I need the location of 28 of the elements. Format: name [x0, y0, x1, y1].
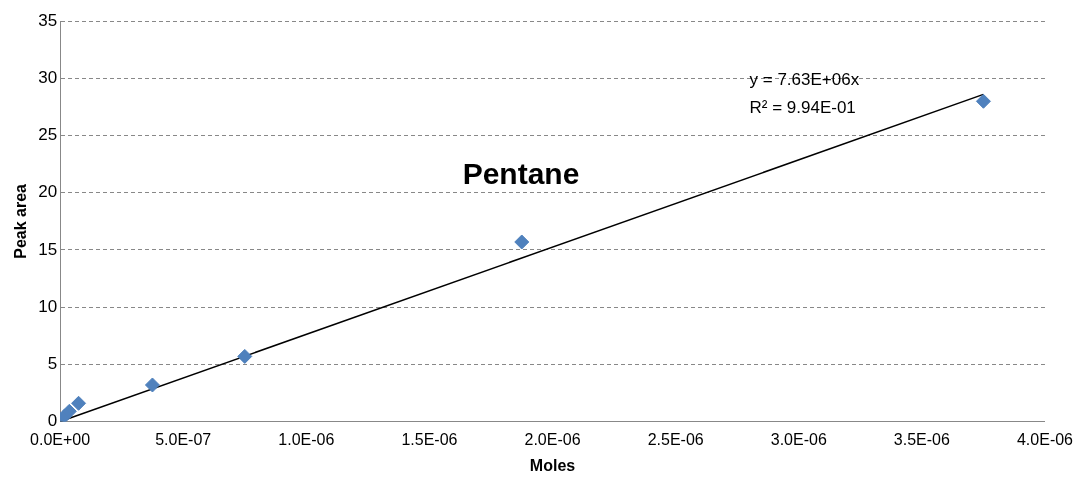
x-tick-label: 3.0E-06	[770, 430, 827, 448]
y-tick-label: 15	[38, 239, 58, 259]
y-tick-label: 30	[38, 68, 58, 88]
y-tick-label: 10	[38, 296, 58, 316]
y-tick-label: 35	[38, 10, 58, 30]
x-axis-title: Moles	[529, 456, 576, 474]
y-axis-title: Peak area	[12, 183, 30, 259]
y-tick-label: 20	[38, 182, 58, 202]
x-tick-label: 1.5E-06	[401, 430, 458, 448]
point	[61, 403, 77, 419]
x-tick-label: 3.5E-06	[893, 430, 950, 448]
text: Pentane	[462, 156, 580, 190]
point	[237, 348, 253, 364]
point	[975, 93, 991, 109]
x-tick-label: 1.0E-06	[278, 430, 335, 448]
point	[514, 234, 530, 250]
annotation: y = 7.63E+06x	[749, 70, 860, 90]
y-tick-label: 5	[47, 354, 58, 374]
x-tick-label: 5.0E-07	[155, 430, 212, 448]
x-tick-label: 2.0E-06	[524, 430, 581, 448]
point	[144, 377, 160, 393]
y-tick-label: 0	[47, 411, 58, 431]
annotation: R² = 9.94E-01	[749, 98, 856, 118]
y-tick-label: 25	[38, 125, 58, 145]
x-tick-label: 0.0E+00	[30, 430, 91, 448]
point	[71, 395, 87, 411]
x-tick-label: 4.0E-06	[1016, 430, 1074, 448]
x-tick-label: 2.5E-06	[647, 430, 704, 448]
